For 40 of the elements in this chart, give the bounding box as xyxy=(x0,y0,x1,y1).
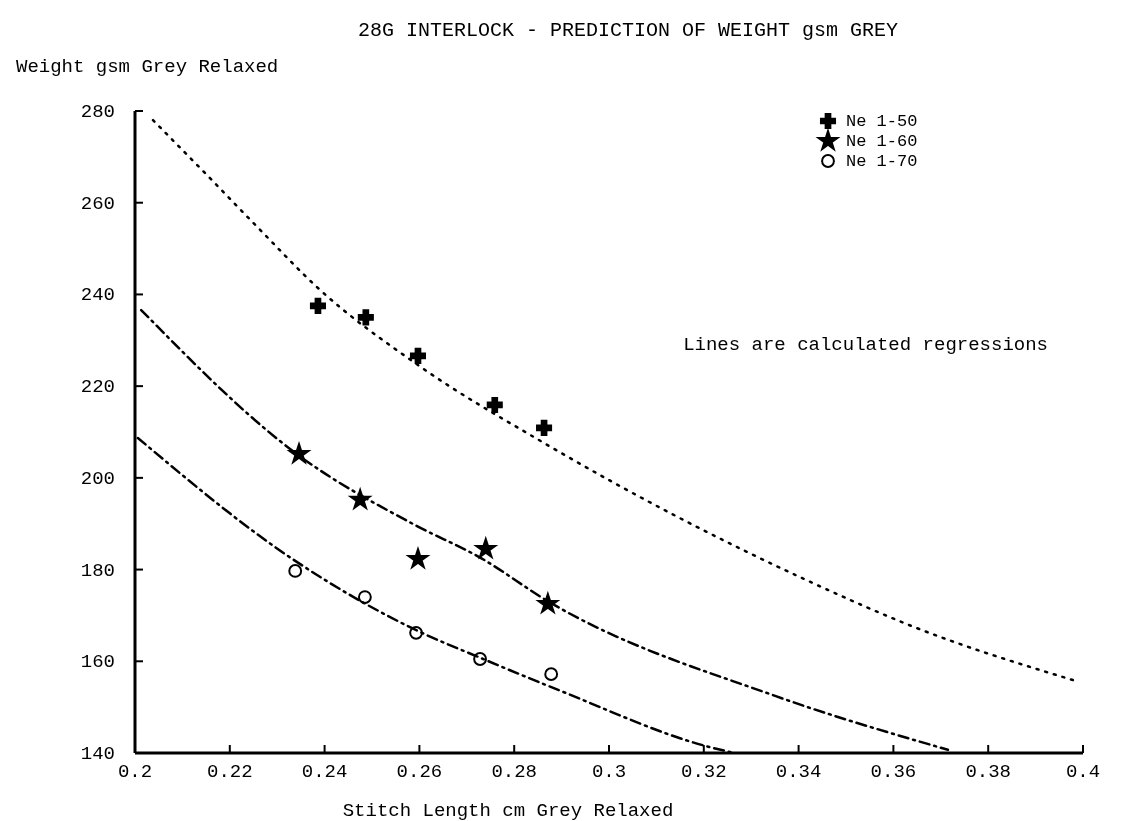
y-tick-label: 260 xyxy=(80,192,115,215)
y-axis-title: Weight gsm Grey Relaxed xyxy=(16,56,279,78)
point xyxy=(535,591,561,615)
point xyxy=(357,590,372,604)
y-tick-label: 240 xyxy=(80,284,115,307)
point xyxy=(473,652,487,666)
annotation: Lines are calculated regressions xyxy=(683,334,1048,356)
point xyxy=(409,347,427,364)
legend-label: Ne 1-50 xyxy=(846,112,918,131)
point xyxy=(288,564,303,578)
point xyxy=(544,667,559,682)
x-tick-label: 0.2 xyxy=(117,761,153,783)
point xyxy=(309,297,326,314)
x-tick-label: 0.32 xyxy=(681,761,727,783)
legend-label: Ne 1-60 xyxy=(846,132,918,151)
point xyxy=(486,396,503,413)
point xyxy=(357,309,374,326)
x-tick-label: 0.3 xyxy=(591,761,627,783)
x-tick-label: 0.24 xyxy=(301,761,348,783)
x-axis-title: Stitch Length cm Grey Relaxed xyxy=(342,800,674,821)
point xyxy=(405,546,431,570)
x-tick-label: 0.22 xyxy=(207,761,253,783)
x-tick-label: 0.26 xyxy=(396,761,443,783)
y-tick-label: 280 xyxy=(80,101,115,123)
legend-label: Ne 1-70 xyxy=(846,152,918,171)
x-tick-label: 0.34 xyxy=(775,761,822,783)
y-tick-label: 140 xyxy=(80,743,115,765)
chart-title: 28G INTERLOCK - PREDICTION OF WEIGHT gsm GREY xyxy=(357,19,899,42)
point xyxy=(536,419,553,436)
y-tick-label: 180 xyxy=(80,559,115,582)
point xyxy=(409,625,423,640)
x-tick-label: 0.4 xyxy=(1065,761,1101,783)
y-tick-label: 160 xyxy=(80,651,115,674)
point xyxy=(347,487,373,511)
point xyxy=(286,441,312,465)
y-tick-label: 220 xyxy=(80,376,115,399)
x-tick-label: 0.28 xyxy=(491,761,537,783)
x-tick-label: 0.38 xyxy=(965,761,1011,783)
y-tick-label: 200 xyxy=(80,467,115,490)
x-tick-label: 0.36 xyxy=(870,761,917,783)
